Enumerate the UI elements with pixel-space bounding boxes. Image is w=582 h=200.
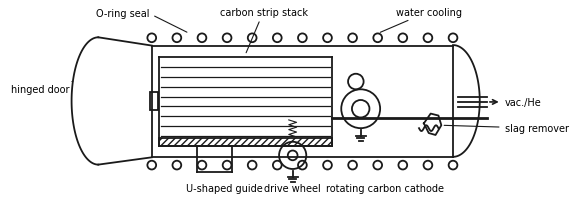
Text: slag remover: slag remover xyxy=(444,124,569,134)
Polygon shape xyxy=(158,138,332,146)
Text: vac./He: vac./He xyxy=(505,97,541,107)
Bar xyxy=(150,93,158,110)
Text: O-ring seal: O-ring seal xyxy=(96,9,187,33)
Text: drive wheel: drive wheel xyxy=(264,184,321,193)
Text: carbon strip stack: carbon strip stack xyxy=(219,8,307,53)
Text: hinged door: hinged door xyxy=(10,82,73,95)
Text: water cooling: water cooling xyxy=(380,8,462,33)
Text: rotating carbon cathode: rotating carbon cathode xyxy=(326,184,444,193)
Text: U-shaped guide: U-shaped guide xyxy=(186,184,263,193)
